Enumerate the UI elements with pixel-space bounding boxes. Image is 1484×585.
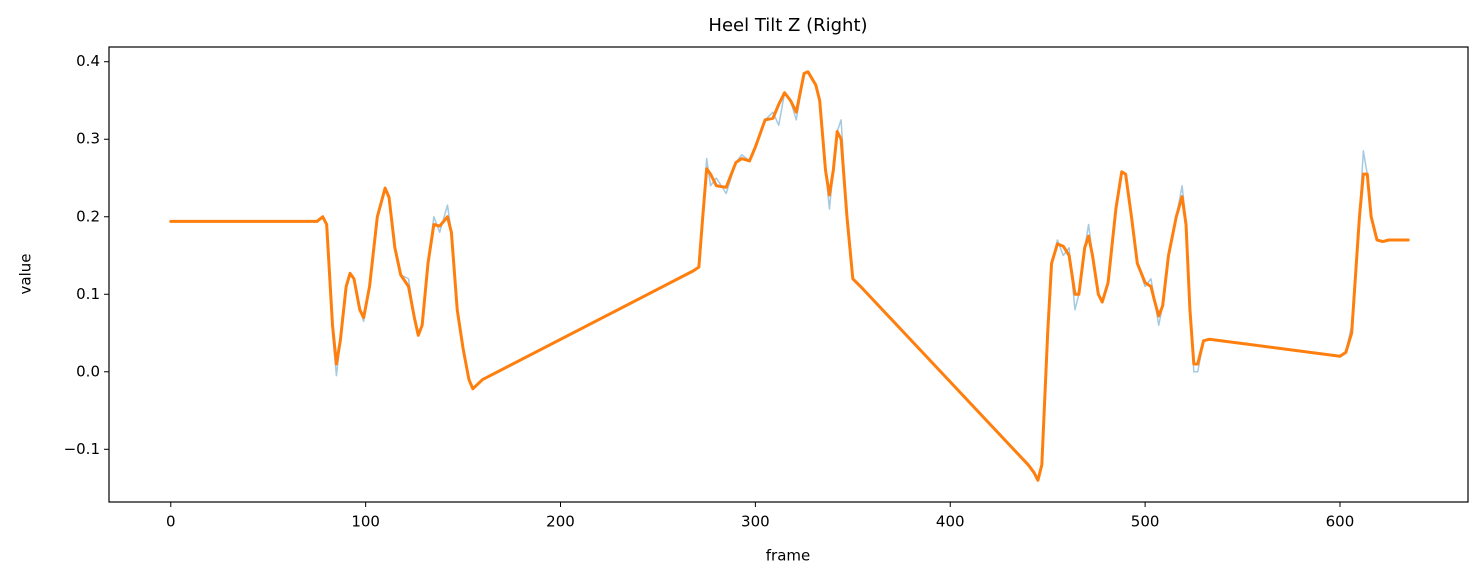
chart-title: Heel Tilt Z (Right): [708, 15, 867, 36]
y-tick-label: 0.1: [76, 285, 100, 303]
data-line: [170, 71, 1409, 482]
x-tick-label: 300: [741, 513, 770, 531]
x-tick-label: 500: [1131, 513, 1160, 531]
y-tick-label: −0.1: [64, 440, 100, 458]
data-line: [169, 70, 1410, 482]
y-tick-label: 0.2: [76, 207, 100, 225]
x-tick-label: 200: [546, 513, 575, 531]
x-tick-label: 0: [166, 513, 176, 531]
y-tick-label: 0.4: [76, 52, 100, 70]
x-tick-label: 600: [1326, 513, 1355, 531]
x-axis-label: frame: [766, 547, 810, 565]
y-tick-label: 0.3: [76, 130, 100, 148]
plot-frame: [108, 46, 1469, 503]
x-tick-label: 400: [936, 513, 965, 531]
y-axis-label: value: [17, 254, 35, 295]
y-tick-label: 0.0: [76, 362, 100, 380]
x-tick-label: 100: [351, 513, 380, 531]
